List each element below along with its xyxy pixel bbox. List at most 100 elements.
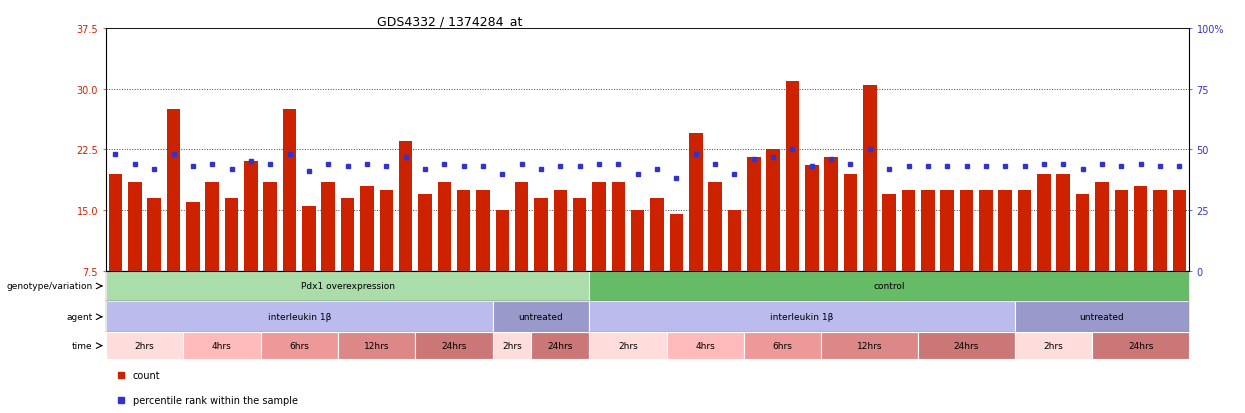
Bar bbox=[303, 206, 316, 271]
Bar bbox=[534, 198, 548, 271]
Bar bbox=[457, 190, 471, 271]
Bar bbox=[264, 182, 276, 271]
Bar bbox=[631, 210, 645, 271]
Bar bbox=[341, 198, 355, 271]
Bar bbox=[667, 332, 745, 359]
Bar bbox=[360, 186, 373, 271]
Text: 4hrs: 4hrs bbox=[212, 341, 232, 350]
Bar bbox=[863, 85, 876, 271]
Text: 24hrs: 24hrs bbox=[548, 341, 573, 350]
Text: Pdx1 overexpression: Pdx1 overexpression bbox=[300, 282, 395, 291]
Bar bbox=[515, 182, 528, 271]
Bar bbox=[979, 190, 992, 271]
Bar bbox=[477, 190, 489, 271]
Bar bbox=[611, 182, 625, 271]
Bar bbox=[337, 332, 416, 359]
Bar bbox=[844, 174, 858, 271]
Bar bbox=[496, 210, 509, 271]
Text: 2hrs: 2hrs bbox=[134, 341, 154, 350]
Bar bbox=[283, 109, 296, 271]
Bar bbox=[416, 332, 493, 359]
Bar bbox=[589, 332, 667, 359]
Bar bbox=[589, 271, 1189, 301]
Bar bbox=[205, 182, 219, 271]
Bar bbox=[745, 332, 822, 359]
Text: agent: agent bbox=[66, 313, 92, 321]
Bar bbox=[688, 134, 702, 271]
Bar bbox=[186, 202, 199, 271]
Text: 2hrs: 2hrs bbox=[502, 341, 522, 350]
Text: interleukin 1β: interleukin 1β bbox=[268, 313, 331, 321]
Text: count: count bbox=[133, 370, 161, 380]
Bar bbox=[883, 194, 896, 271]
Text: control: control bbox=[874, 282, 905, 291]
Bar bbox=[940, 190, 954, 271]
Text: untreated: untreated bbox=[519, 313, 564, 321]
Bar bbox=[147, 198, 161, 271]
Bar bbox=[106, 301, 493, 332]
Bar bbox=[493, 332, 532, 359]
Bar bbox=[767, 150, 779, 271]
Bar bbox=[998, 190, 1012, 271]
Bar bbox=[593, 182, 606, 271]
Bar bbox=[1114, 190, 1128, 271]
Text: 6hrs: 6hrs bbox=[289, 341, 309, 350]
Bar bbox=[106, 332, 183, 359]
Bar bbox=[380, 190, 393, 271]
Bar bbox=[670, 214, 684, 271]
Text: genotype/variation: genotype/variation bbox=[6, 282, 92, 291]
Text: 24hrs: 24hrs bbox=[441, 341, 467, 350]
Bar bbox=[183, 332, 260, 359]
Bar bbox=[650, 198, 664, 271]
Bar bbox=[106, 271, 589, 301]
Text: percentile rank within the sample: percentile rank within the sample bbox=[133, 394, 298, 405]
Bar bbox=[824, 158, 838, 271]
Bar bbox=[554, 190, 568, 271]
Bar bbox=[418, 194, 432, 271]
Bar bbox=[260, 332, 337, 359]
Bar bbox=[919, 332, 1015, 359]
Bar bbox=[1015, 301, 1189, 332]
Bar bbox=[708, 182, 722, 271]
Bar bbox=[128, 182, 142, 271]
Bar bbox=[573, 198, 586, 271]
Text: 12hrs: 12hrs bbox=[364, 341, 390, 350]
Bar bbox=[244, 162, 258, 271]
Bar bbox=[786, 81, 799, 271]
Bar bbox=[1037, 174, 1051, 271]
Bar bbox=[806, 166, 818, 271]
Bar bbox=[747, 158, 761, 271]
Text: 6hrs: 6hrs bbox=[773, 341, 793, 350]
Bar bbox=[1015, 332, 1092, 359]
Bar bbox=[589, 301, 1015, 332]
Text: interleukin 1β: interleukin 1β bbox=[771, 313, 834, 321]
Bar bbox=[1096, 182, 1109, 271]
Bar bbox=[437, 182, 451, 271]
Text: GDS4332 / 1374284_at: GDS4332 / 1374284_at bbox=[376, 15, 522, 28]
Bar bbox=[901, 190, 915, 271]
Bar bbox=[321, 182, 335, 271]
Bar bbox=[225, 198, 238, 271]
Bar bbox=[1153, 190, 1167, 271]
Bar bbox=[398, 142, 412, 271]
Bar bbox=[921, 190, 935, 271]
Text: 24hrs: 24hrs bbox=[954, 341, 980, 350]
Bar bbox=[532, 332, 589, 359]
Bar bbox=[727, 210, 741, 271]
Bar bbox=[1134, 186, 1148, 271]
Bar bbox=[1076, 194, 1089, 271]
Bar bbox=[822, 332, 918, 359]
Text: 2hrs: 2hrs bbox=[619, 341, 637, 350]
Text: untreated: untreated bbox=[1079, 313, 1124, 321]
Bar bbox=[108, 174, 122, 271]
Bar bbox=[1057, 174, 1069, 271]
Text: 24hrs: 24hrs bbox=[1128, 341, 1153, 350]
Bar bbox=[167, 109, 181, 271]
Bar bbox=[1173, 190, 1186, 271]
Bar bbox=[1018, 190, 1031, 271]
Text: time: time bbox=[72, 341, 92, 350]
Text: 2hrs: 2hrs bbox=[1043, 341, 1063, 350]
Bar bbox=[1092, 332, 1189, 359]
Text: 12hrs: 12hrs bbox=[857, 341, 883, 350]
Bar bbox=[493, 301, 589, 332]
